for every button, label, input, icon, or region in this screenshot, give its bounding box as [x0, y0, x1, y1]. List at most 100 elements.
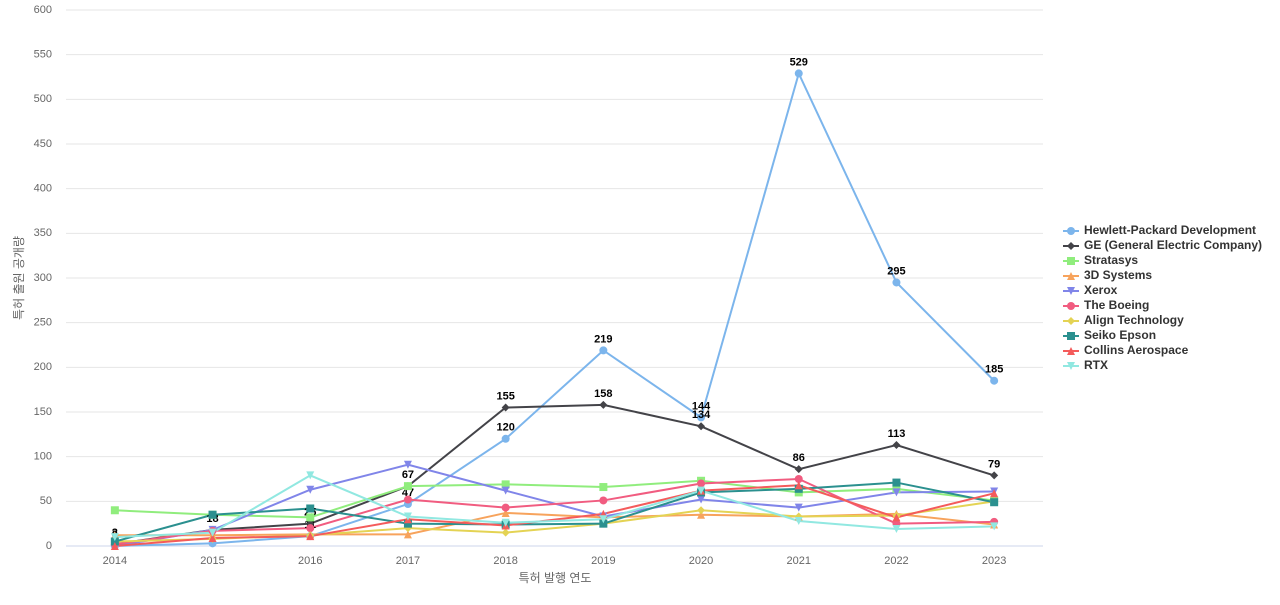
data-label: 134: [692, 409, 711, 421]
point: [599, 515, 608, 524]
legend-label: Hewlett-Packard Development: [1084, 223, 1256, 237]
x-tick-label: 2014: [103, 555, 127, 567]
legend-marker: [1067, 302, 1075, 310]
y-tick-label: 50: [40, 495, 52, 507]
series-line: [114, 481, 995, 543]
y-tick-label: 350: [34, 227, 52, 239]
point: [990, 498, 999, 507]
data-label: 79: [988, 458, 1000, 470]
y-tick-label: 250: [34, 317, 52, 329]
data-label: 144: [692, 400, 711, 412]
point: [403, 512, 412, 521]
point: [110, 533, 119, 542]
point: [599, 483, 608, 492]
legend-marker: [1067, 332, 1075, 340]
y-tick-label: 500: [34, 93, 52, 105]
point: [501, 480, 510, 489]
point: [403, 460, 412, 469]
point: [403, 519, 412, 528]
legend-marker: [1067, 317, 1075, 325]
series-line: [114, 70, 995, 547]
legend-marker: [1067, 287, 1075, 295]
point: [501, 434, 510, 443]
data-label: 113: [888, 428, 906, 440]
point: [990, 471, 999, 480]
point: [110, 506, 119, 515]
data-label: 158: [594, 388, 612, 400]
data-label: 219: [594, 333, 612, 345]
point: [794, 503, 803, 512]
y-tick-label: 600: [34, 4, 52, 16]
point: [599, 346, 608, 355]
point: [501, 518, 510, 527]
point: [697, 506, 706, 515]
series-line: [114, 474, 995, 539]
x-tick-label: 2016: [298, 555, 322, 567]
legend-label: Align Technology: [1084, 313, 1184, 327]
legend-label: RTX: [1084, 358, 1108, 372]
x-axis-title: 특허 발행 연도: [519, 570, 592, 585]
point: [697, 510, 706, 519]
point: [501, 508, 510, 517]
point: [697, 479, 706, 488]
point: [892, 478, 901, 487]
data-label: 185: [985, 364, 1003, 376]
point: [990, 376, 999, 385]
x-tick-label: 2018: [493, 555, 517, 567]
point: [501, 528, 510, 537]
x-tick-label: 2021: [787, 555, 811, 567]
point: [599, 496, 608, 505]
point: [990, 522, 999, 531]
point: [892, 441, 901, 450]
point: [306, 504, 315, 513]
legend-label: 3D Systems: [1084, 268, 1152, 282]
y-tick-label: 100: [34, 451, 52, 463]
point: [403, 530, 412, 539]
y-tick-label: 0: [46, 540, 52, 552]
data-label: 295: [887, 265, 905, 277]
point: [501, 486, 510, 495]
point: [306, 513, 315, 522]
point: [403, 495, 412, 504]
point: [306, 485, 315, 494]
legend-label: Seiko Epson: [1084, 328, 1156, 342]
x-tick-label: 2020: [689, 555, 713, 567]
legend-marker: [1067, 227, 1075, 235]
legend-label: Xerox: [1084, 283, 1118, 297]
point: [110, 542, 119, 550]
legend-label: GE (General Electric Company): [1084, 238, 1262, 252]
x-tick-label: 2023: [982, 555, 1006, 567]
point: [697, 413, 706, 422]
point: [794, 69, 803, 78]
y-tick-label: 450: [34, 138, 52, 150]
point: [306, 471, 315, 480]
series-line: [114, 479, 995, 519]
point: [208, 510, 217, 519]
y-tick-label: 550: [34, 49, 52, 61]
y-axis-title: 특허 출원 공개량: [12, 236, 26, 320]
point: [306, 524, 315, 533]
data-label: 86: [793, 452, 805, 464]
point: [501, 503, 510, 512]
x-tick-label: 2019: [591, 555, 615, 567]
legend-marker: [1067, 272, 1075, 280]
point: [990, 489, 999, 498]
point: [892, 525, 901, 534]
legend-marker: [1067, 242, 1075, 250]
x-tick-label: 2015: [200, 555, 224, 567]
x-tick-label: 2017: [396, 555, 420, 567]
point: [794, 465, 803, 474]
data-label: 155: [496, 390, 514, 402]
legend-marker: [1067, 362, 1075, 370]
legend-label: Stratasys: [1084, 253, 1138, 267]
point: [892, 278, 901, 287]
y-tick-label: 200: [34, 361, 52, 373]
data-label: 529: [790, 56, 808, 68]
legend-label: The Boeing: [1084, 298, 1149, 312]
data-label: 120: [496, 422, 514, 434]
point: [892, 488, 901, 497]
point: [599, 400, 608, 409]
point: [208, 528, 217, 537]
legend-marker: [1067, 347, 1075, 355]
